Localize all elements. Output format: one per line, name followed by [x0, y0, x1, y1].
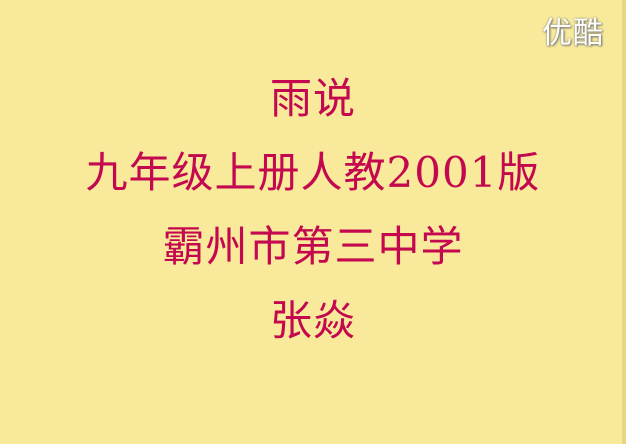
teacher-name: 张焱 [269, 296, 356, 345]
title-slide: 雨说 九年级上册人教2001版 霸州市第三中学 张焱 [0, 62, 626, 358]
school-name: 霸州市第三中学 [162, 222, 464, 271]
lesson-title: 雨说 [269, 74, 356, 123]
youku-watermark-logo: 优酷 [542, 16, 604, 51]
textbook-edition: 九年级上册人教2001版 [85, 148, 541, 197]
